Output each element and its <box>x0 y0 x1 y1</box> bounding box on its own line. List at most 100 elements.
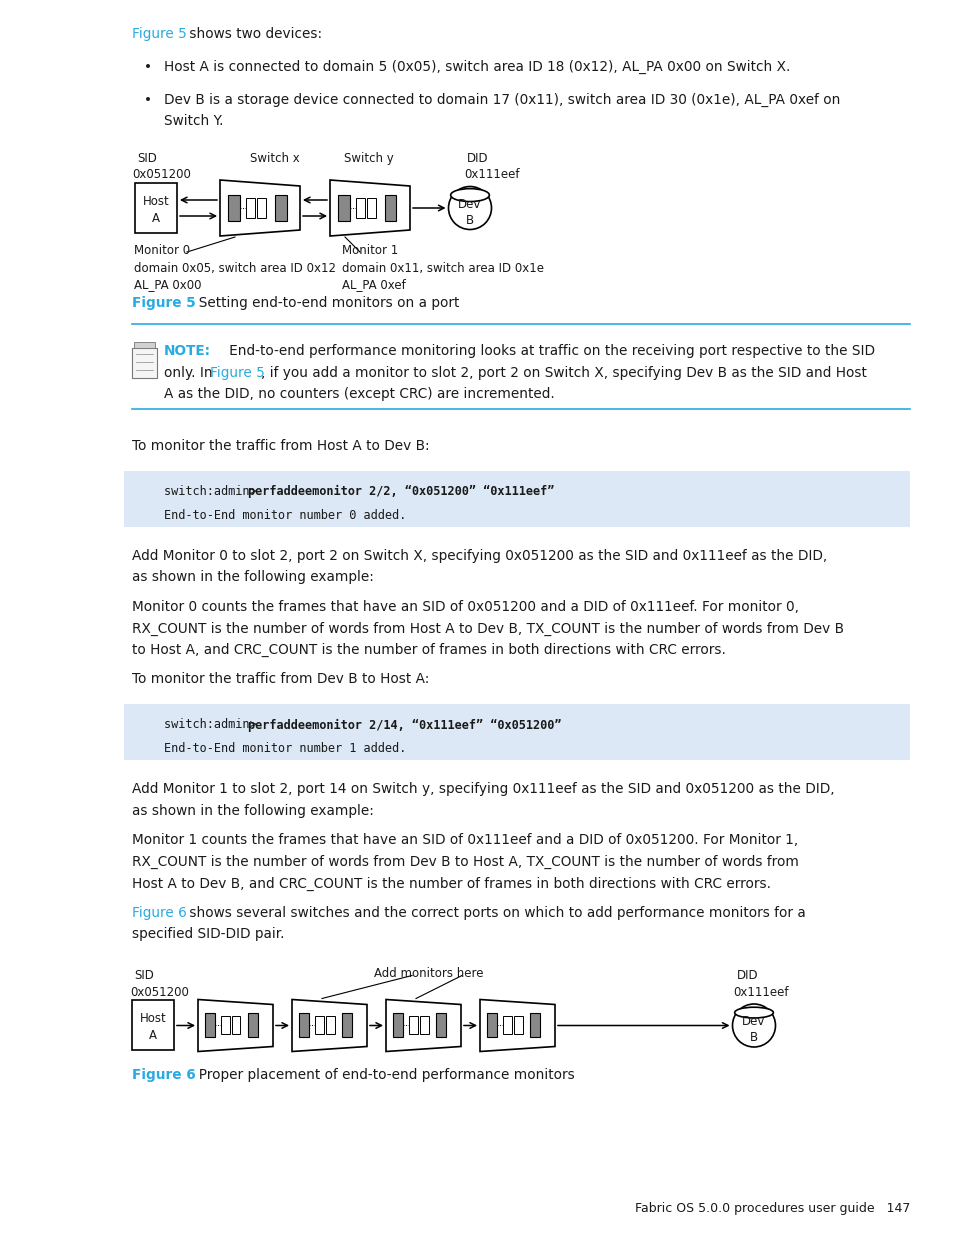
Polygon shape <box>198 999 273 1051</box>
Text: Monitor 0: Monitor 0 <box>133 245 190 257</box>
Bar <box>232 1016 240 1035</box>
Text: Host: Host <box>143 194 170 207</box>
Text: A as the DID, no counters (except CRC) are incremented.: A as the DID, no counters (except CRC) a… <box>164 387 554 401</box>
Text: Host A to Dev B, and CRC_COUNT is the number of frames in both directions with C: Host A to Dev B, and CRC_COUNT is the nu… <box>132 877 770 890</box>
Text: A: A <box>149 1029 157 1042</box>
Text: DID: DID <box>467 152 488 165</box>
Text: Dev: Dev <box>457 198 481 210</box>
Text: domain 0x05, switch area ID 0x12: domain 0x05, switch area ID 0x12 <box>133 262 335 274</box>
Text: Figure 6: Figure 6 <box>132 906 187 920</box>
Text: Add Monitor 0 to slot 2, port 2 on Switch X, specifying 0x051200 as the SID and : Add Monitor 0 to slot 2, port 2 on Switc… <box>132 550 826 563</box>
Bar <box>135 183 177 233</box>
Text: Figure 5: Figure 5 <box>132 296 195 310</box>
Bar <box>205 1014 214 1037</box>
Text: Monitor 0 counts the frames that have an SID of 0x051200 and a DID of 0x111eef. : Monitor 0 counts the frames that have an… <box>132 600 799 614</box>
Text: •: • <box>144 93 152 107</box>
Bar <box>530 1014 539 1037</box>
Bar <box>393 1014 402 1037</box>
Bar <box>436 1014 446 1037</box>
Circle shape <box>732 1004 775 1047</box>
Bar <box>486 1014 497 1037</box>
Bar <box>124 471 909 527</box>
Text: Proper placement of end-to-end performance monitors: Proper placement of end-to-end performan… <box>190 1068 574 1083</box>
Text: Add Monitor 1 to slot 2, port 14 on Switch y, specifying 0x111eef as the SID and: Add Monitor 1 to slot 2, port 14 on Swit… <box>132 783 834 797</box>
Polygon shape <box>386 999 460 1051</box>
Text: Dev B is a storage device connected to domain 17 (0x11), switch area ID 30 (0x1e: Dev B is a storage device connected to d… <box>164 93 840 107</box>
Bar <box>409 1016 417 1035</box>
Text: Fabric OS 5.0.0 procedures user guide   147: Fabric OS 5.0.0 procedures user guide 14… <box>634 1202 909 1215</box>
Bar <box>221 1016 230 1035</box>
Bar <box>274 195 286 221</box>
Bar <box>132 1000 173 1051</box>
Text: B: B <box>465 214 474 226</box>
Polygon shape <box>292 999 367 1051</box>
Text: specified SID-DID pair.: specified SID-DID pair. <box>132 927 284 941</box>
Bar <box>502 1016 511 1035</box>
Text: Host A is connected to domain 5 (0x05), switch area ID 18 (0x12), AL_PA 0x00 on : Host A is connected to domain 5 (0x05), … <box>164 61 789 74</box>
Text: RX_COUNT is the number of words from Host A to Dev B, TX_COUNT is the number of : RX_COUNT is the number of words from Hos… <box>132 621 843 636</box>
Text: To monitor the traffic from Host A to Dev B:: To monitor the traffic from Host A to De… <box>132 438 429 453</box>
Text: perfaddeemonitor 2/2, “0x051200” “0x111eef”: perfaddeemonitor 2/2, “0x051200” “0x111e… <box>248 485 554 498</box>
Text: switch:admin>: switch:admin> <box>164 485 263 498</box>
Bar <box>486 1014 497 1037</box>
Text: End-to-End monitor number 1 added.: End-to-End monitor number 1 added. <box>164 742 406 756</box>
Bar <box>298 1014 309 1037</box>
Polygon shape <box>330 180 410 236</box>
Text: DID: DID <box>737 969 758 983</box>
Text: perfaddeemonitor 2/14, “0x111eef” “0x051200”: perfaddeemonitor 2/14, “0x111eef” “0x051… <box>248 719 561 731</box>
Text: 0x111eef: 0x111eef <box>463 168 519 182</box>
Text: , if you add a monitor to slot 2, port 2 on Switch X, specifying Dev B as the SI: , if you add a monitor to slot 2, port 2… <box>261 366 866 379</box>
Bar <box>205 1014 214 1037</box>
Text: SID: SID <box>137 152 156 165</box>
Text: shows several switches and the correct ports on which to add performance monitor: shows several switches and the correct p… <box>184 906 804 920</box>
Text: Add monitors here: Add monitors here <box>374 967 483 981</box>
Bar <box>419 1016 428 1035</box>
Bar <box>256 198 266 219</box>
Ellipse shape <box>450 189 489 201</box>
Bar <box>298 1014 309 1037</box>
Bar <box>514 1016 522 1035</box>
Text: Monitor 1 counts the frames that have an SID of 0x111eef and a DID of 0x051200. : Monitor 1 counts the frames that have an… <box>132 834 798 847</box>
Text: B: B <box>749 1031 758 1044</box>
Polygon shape <box>133 342 154 348</box>
Bar <box>337 195 349 221</box>
Ellipse shape <box>734 1008 773 1018</box>
Text: Switch Y.: Switch Y. <box>164 114 223 128</box>
Bar <box>367 198 375 219</box>
Text: End-to-end performance monitoring looks at traffic on the receiving port respect: End-to-end performance monitoring looks … <box>215 345 874 358</box>
Text: 0x051200: 0x051200 <box>132 168 191 182</box>
Text: as shown in the following example:: as shown in the following example: <box>132 804 374 818</box>
Text: only. In: only. In <box>164 366 216 379</box>
Text: AL_PA 0x00: AL_PA 0x00 <box>133 279 201 291</box>
Text: domain 0x11, switch area ID 0x1e: domain 0x11, switch area ID 0x1e <box>341 262 543 274</box>
Bar <box>341 1014 352 1037</box>
Polygon shape <box>220 180 299 236</box>
Text: to Host A, and CRC_COUNT is the number of frames in both directions with CRC err: to Host A, and CRC_COUNT is the number o… <box>132 643 725 657</box>
Bar <box>393 1014 402 1037</box>
Text: AL_PA 0xef: AL_PA 0xef <box>341 279 405 291</box>
Text: Dev: Dev <box>741 1015 765 1028</box>
Bar <box>132 348 157 378</box>
Text: To monitor the traffic from Dev B to Host A:: To monitor the traffic from Dev B to Hos… <box>132 673 429 687</box>
Bar <box>355 198 365 219</box>
Text: 0x051200: 0x051200 <box>130 986 189 999</box>
Text: switch:admin>: switch:admin> <box>164 719 263 731</box>
Text: Switch x: Switch x <box>250 152 299 165</box>
Text: shows two devices:: shows two devices: <box>184 27 321 41</box>
Bar <box>530 1014 539 1037</box>
Bar <box>436 1014 446 1037</box>
Bar <box>274 195 286 221</box>
Text: Setting end-to-end monitors on a port: Setting end-to-end monitors on a port <box>190 296 458 310</box>
Polygon shape <box>479 999 555 1051</box>
Bar <box>246 198 254 219</box>
Text: End-to-End monitor number 0 added.: End-to-End monitor number 0 added. <box>164 509 406 522</box>
Text: Switch y: Switch y <box>344 152 394 165</box>
Text: Host: Host <box>139 1011 166 1025</box>
Text: RX_COUNT is the number of words from Dev B to Host A, TX_COUNT is the number of : RX_COUNT is the number of words from Dev… <box>132 855 798 869</box>
Bar <box>385 195 396 221</box>
Text: Monitor 1: Monitor 1 <box>341 245 397 257</box>
Text: as shown in the following example:: as shown in the following example: <box>132 571 374 584</box>
Bar <box>314 1016 323 1035</box>
Text: •: • <box>144 61 152 74</box>
Bar <box>337 195 349 221</box>
